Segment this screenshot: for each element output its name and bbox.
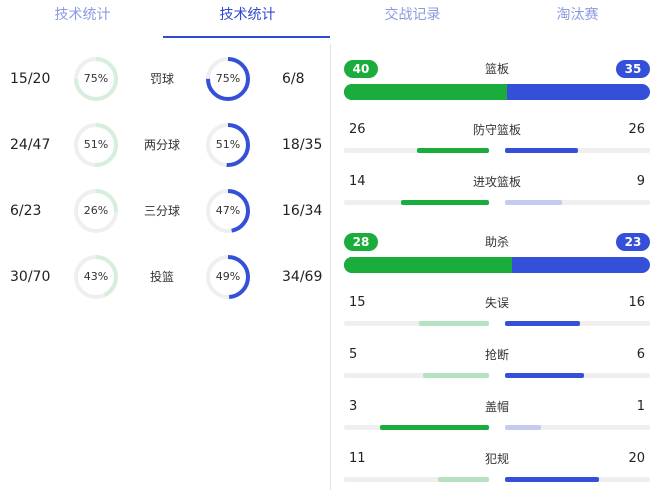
away-value: 1 — [636, 399, 645, 414]
home-track — [344, 477, 489, 482]
away-value: 16 — [628, 295, 645, 310]
home-value: 11 — [349, 451, 366, 466]
away-fill — [505, 425, 542, 430]
home-fill — [418, 321, 489, 326]
home-pct: 75% — [83, 72, 109, 85]
home-fill — [380, 425, 489, 430]
home-pct-ring: 51% — [72, 121, 120, 169]
home-made-attempted: 30/70 — [10, 269, 51, 285]
away-made-attempted: 6/8 — [282, 71, 305, 87]
shot-type-label: 投篮 — [149, 270, 174, 284]
shot-type-label: 两分球 — [143, 138, 180, 152]
home-made-attempted: 15/20 — [10, 71, 51, 87]
away-track — [505, 477, 650, 482]
tab-knockout[interactable]: 淘汰赛 — [556, 7, 599, 23]
home-assists-badge: 28 — [344, 233, 378, 251]
away-pct-ring: 49% — [204, 253, 252, 301]
away-fill — [505, 477, 599, 482]
stat-row: 5 抢断 6 — [344, 346, 650, 382]
rebounds-total-row: 40 篮板 35 — [344, 60, 650, 110]
stat-label: 抢断 — [484, 348, 509, 362]
shot-type-label: 三分球 — [143, 204, 180, 218]
tab-bar: 技术统计 技术统计 交战记录 淘汰赛 — [0, 0, 660, 40]
active-tab-indicator — [163, 36, 330, 38]
home-value: 26 — [349, 122, 366, 137]
away-value: 6 — [636, 347, 645, 362]
away-pct: 47% — [215, 204, 241, 217]
home-pct: 43% — [83, 270, 109, 283]
home-rebounds-bar — [344, 84, 508, 100]
home-value: 5 — [349, 347, 358, 362]
away-value: 9 — [636, 174, 645, 189]
away-rebounds-badge: 35 — [616, 60, 650, 78]
tab-stats-2[interactable]: 技术统计 — [219, 7, 276, 23]
home-fill — [437, 477, 489, 482]
stat-label: 失误 — [484, 296, 509, 310]
away-fill — [505, 321, 580, 326]
away-pct-ring: 47% — [204, 187, 252, 235]
shot-type-label: 罚球 — [149, 72, 174, 86]
away-fill — [505, 148, 578, 153]
shooting-row: 15/20 75% 罚球 75% 6/8 — [0, 55, 330, 103]
column-divider — [330, 44, 331, 490]
away-pct-ring: 75% — [204, 55, 252, 103]
away-made-attempted: 18/35 — [282, 137, 323, 153]
home-pct: 26% — [83, 204, 109, 217]
away-fill — [505, 373, 585, 378]
home-track — [344, 425, 489, 430]
away-pct-ring: 51% — [204, 121, 252, 169]
stat-label: 进攻篮板 — [472, 175, 521, 189]
defensive-rebounds-row: 26 防守篮板 26 — [344, 121, 650, 157]
away-pct: 51% — [215, 138, 241, 151]
away-fill — [505, 200, 562, 205]
stat-label: 犯规 — [484, 452, 509, 466]
rebounds-label: 篮板 — [484, 62, 509, 76]
home-track — [344, 373, 489, 378]
tab-stats-1[interactable]: 技术统计 — [54, 7, 111, 23]
assists-total-row: 28 助杀 23 — [344, 233, 650, 283]
home-assists-bar — [344, 257, 512, 273]
home-made-attempted: 6/23 — [10, 203, 42, 219]
shooting-row: 24/47 51% 两分球 51% 18/35 — [0, 121, 330, 169]
home-fill — [423, 373, 489, 378]
shooting-row: 30/70 43% 投篮 49% 34/69 — [0, 253, 330, 301]
home-pct: 51% — [83, 138, 109, 151]
home-track — [344, 148, 489, 153]
home-value: 14 — [349, 174, 366, 189]
home-fill — [400, 200, 489, 205]
away-pct: 75% — [215, 72, 241, 85]
home-pct-ring: 75% — [72, 55, 120, 103]
away-made-attempted: 34/69 — [282, 269, 323, 285]
stat-label: 盖帽 — [484, 400, 509, 414]
home-made-attempted: 24/47 — [10, 137, 51, 153]
away-assists-badge: 23 — [616, 233, 650, 251]
stat-label: 防守篮板 — [472, 123, 521, 137]
away-track — [505, 321, 650, 326]
away-track — [505, 425, 650, 430]
assists-comparison-bar — [344, 257, 650, 273]
away-pct: 49% — [215, 270, 241, 283]
shooting-row: 6/23 26% 三分球 47% 16/34 — [0, 187, 330, 235]
home-value: 15 — [349, 295, 366, 310]
away-made-attempted: 16/34 — [282, 203, 323, 219]
away-value: 20 — [628, 451, 645, 466]
away-value: 26 — [628, 122, 645, 137]
home-value: 3 — [349, 399, 358, 414]
away-track — [505, 373, 650, 378]
home-rebounds-badge: 40 — [344, 60, 378, 78]
assists-label: 助杀 — [484, 235, 509, 249]
home-track — [344, 321, 489, 326]
home-fill — [416, 148, 489, 153]
rebounds-comparison-bar — [344, 84, 650, 100]
offensive-rebounds-row: 14 进攻篮板 9 — [344, 173, 650, 209]
away-track — [505, 200, 650, 205]
stat-row: 15 失误 16 — [344, 294, 650, 330]
stat-row: 11 犯规 20 — [344, 450, 650, 486]
away-track — [505, 148, 650, 153]
tab-head-to-head[interactable]: 交战记录 — [384, 7, 441, 23]
home-pct-ring: 43% — [72, 253, 120, 301]
home-pct-ring: 26% — [72, 187, 120, 235]
home-track — [344, 200, 489, 205]
stat-row: 3 盖帽 1 — [344, 398, 650, 434]
